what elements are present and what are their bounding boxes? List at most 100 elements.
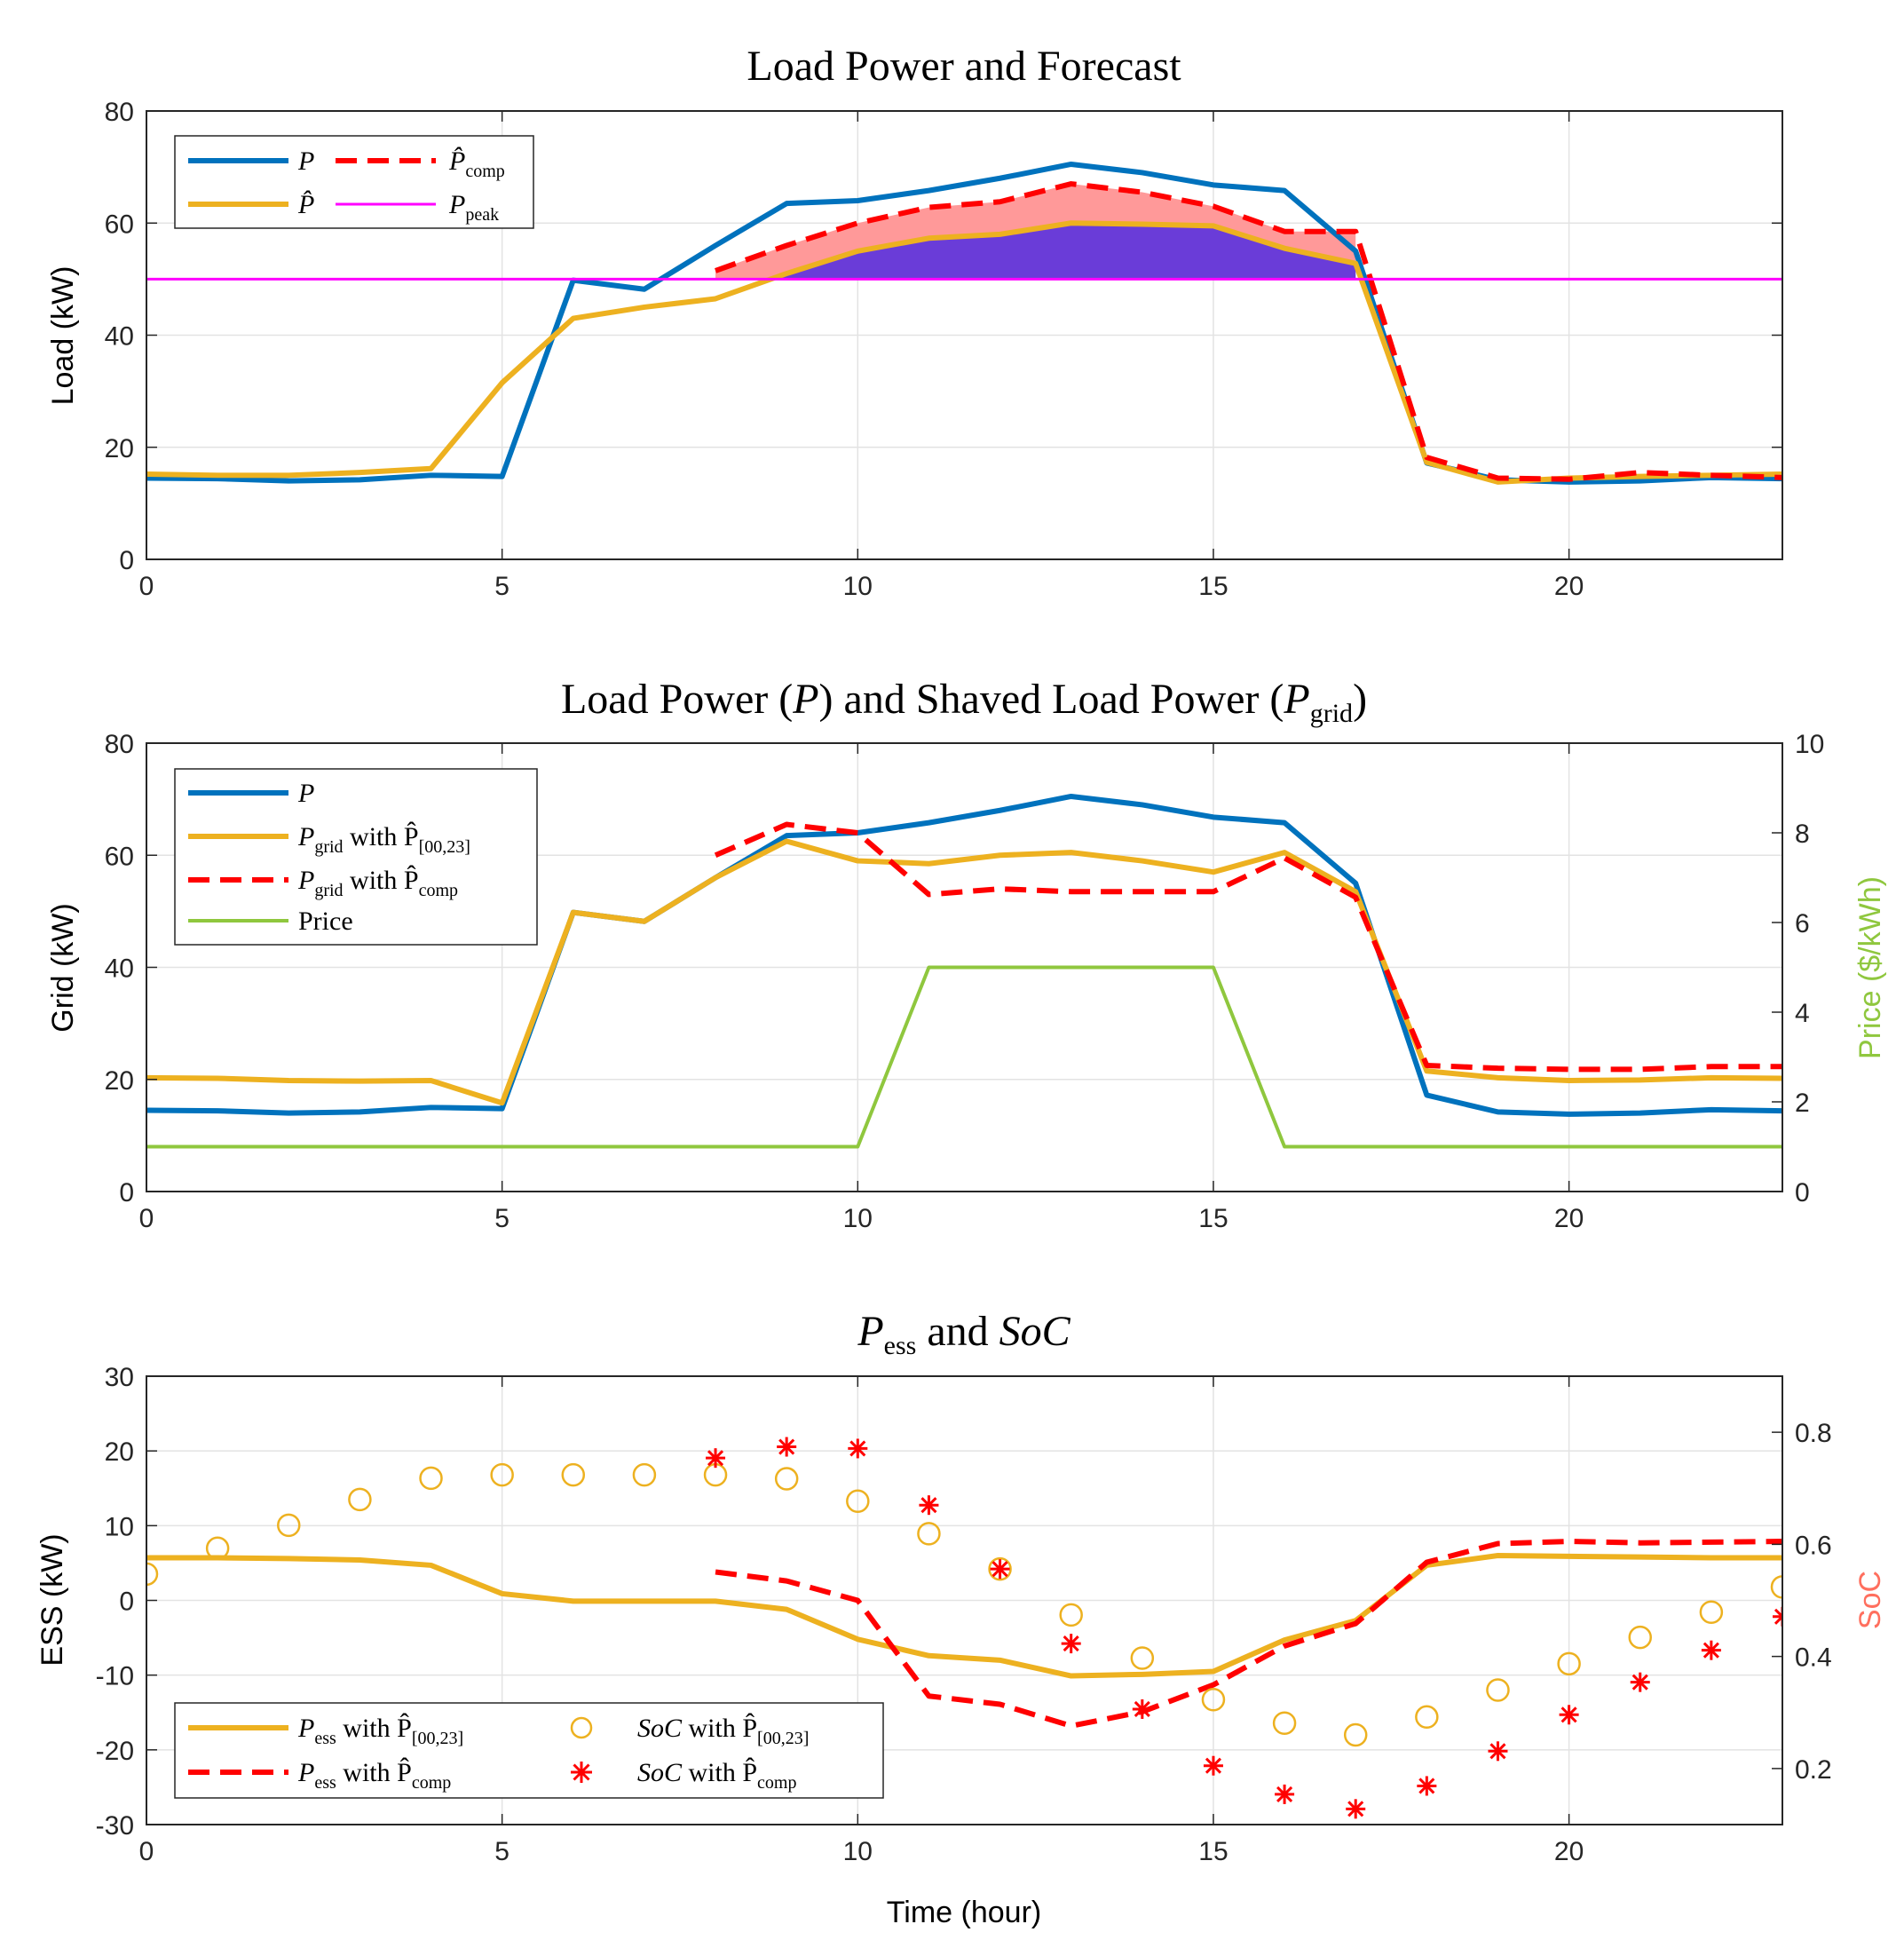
panel2-ytick-label-20: 20 [105,1066,134,1096]
panel3-series-soc-00-23-point [277,1513,301,1538]
panel3-ticks: 0 5 10 15 20 -30 -20 -10 0 10 20 30 0.2 0.4 0.6 0.8 [96,1363,1832,1866]
panel3-series-soc-comp-point [990,1559,1010,1580]
panel3-ytick-label--10: -10 [96,1662,134,1691]
panel3-xtick-label-15: 15 [1198,1837,1228,1866]
panel3-series-soc-comp-point [1488,1741,1508,1762]
panel3-series-soc-comp-point [1417,1776,1437,1796]
panel2-ylabel: Grid (kW) [46,903,80,1032]
panel3-ytick-label-10: 10 [105,1512,134,1541]
legend3-label-P-ess-00-23: Pess with P̂[00,23] [297,1713,463,1748]
panel3-series-soc-comp-point [1346,1799,1366,1819]
panel3-series-soc-00-23-point [1130,1646,1155,1670]
panel2-ytick-right-label-6: 6 [1795,909,1810,938]
panel3-xtick-label-0: 0 [139,1837,154,1866]
panel3-ytick-right-label-0.8: 0.8 [1795,1419,1832,1448]
legend-label-P-hat-comp: P̂comp [448,146,505,181]
panel1-xtick-label-5: 5 [494,572,510,601]
panel2-series-p-grid-00-23 [146,838,1782,1106]
panel1-ytick-label-80: 80 [105,98,134,127]
panel1-title: Load Power and Forecast [747,43,1181,90]
panel3-series-soc-00-23-point [1770,1575,1782,1599]
panel3-series-soc-comp-point [1773,1606,1782,1627]
panel3-series-soc-comp-point [1061,1634,1081,1654]
legend3-marker-soc-00-23 [570,1716,593,1739]
panel1-ytick-label-0: 0 [119,546,134,575]
panel2-xtick-label-5: 5 [494,1204,510,1233]
legend-label-P-peak: Ppeak [448,190,499,225]
panel2-ylabel-right: Price ($/kWh) [1853,876,1887,1059]
panel3-series-soc-00-23-point [1059,1603,1083,1627]
panel3-series-soc-00-23-point [917,1522,941,1546]
panel3-series-soc-00-23-point [561,1462,586,1487]
panel2-ytick-right-label-2: 2 [1795,1089,1810,1118]
panel3-series-soc-00-23-point [1699,1600,1724,1625]
panel2-legend-box [174,768,538,946]
panel2-ytick-right-label-4: 4 [1795,999,1810,1028]
panel3-ytick-label--20: -20 [96,1737,134,1766]
panel2-ytick-label-60: 60 [105,842,134,871]
panel1-shaded-areas [715,184,1356,280]
panel3-ytick-right-label-0.4: 0.4 [1795,1643,1832,1673]
panel3-series-p-ess-comp [715,1539,1782,1729]
panel3-series [146,1437,1782,1819]
panel3-ytick-label-20: 20 [105,1437,134,1467]
panel3-series-soc-00-23-point [1486,1678,1510,1702]
panel3-ytick-right-label-0.6: 0.6 [1795,1531,1832,1560]
panel3-series-soc-00-23-point [419,1466,443,1491]
panel-ess-soc: Pess and SoC 0 5 10 15 20 -30 -20 -10 0 10 20 30 0.2… [36,1308,1887,1929]
legend3-label-P-ess-comp: Pess with P̂comp [297,1757,451,1793]
panel2-ytick-label-40: 40 [105,954,134,984]
panel2-xtick-label-15: 15 [1198,1204,1228,1233]
panel2-legend: P Pgrid with P̂[00,23] Pgrid with P̂comp… [174,768,538,946]
panel3-series-soc-00-23-point [348,1487,372,1512]
legend2-label-P-grid-comp: Pgrid with P̂comp [297,865,458,900]
panel3-legend-box [174,1702,884,1799]
panel3-series-soc-comp-point [1275,1784,1295,1804]
legend-label-P: P [297,146,314,176]
legend3-label-soc-00-23: SoC with P̂[00,23] [637,1713,809,1748]
panel3-xtick-label-20: 20 [1554,1837,1584,1866]
panel2-series-price [146,965,1782,1149]
panel3-series-soc-00-23 [146,1462,1782,1747]
panel3-series-soc-00-23-point [1272,1711,1297,1735]
panel3-series-soc-comp-point [1701,1640,1721,1660]
panel3-ytick-right-label-0.2: 0.2 [1795,1755,1832,1785]
panel1-ytick-label-40: 40 [105,322,134,352]
legend3-label-soc-comp: SoC with P̂comp [637,1757,796,1793]
panel3-series-soc-00-23-point [632,1462,657,1487]
panel3-ytick-label-30: 30 [105,1363,134,1392]
panel1-series-p-hat-comp [715,181,1782,482]
panel3-ytick-label--30: -30 [96,1811,134,1841]
panel1-ticks: 0 5 10 15 20 0 20 40 60 80 [105,98,1782,601]
panel3-series-soc-00-23-point [146,1562,159,1587]
panel1-ytick-label-20: 20 [105,434,134,463]
panel2-ticks: 0 5 10 15 20 0 20 40 60 80 0 2 4 6 8 10 [105,730,1825,1233]
panel3-series-p-ess-00-23 [146,1553,1782,1679]
legend2-label-P-grid-00-23: Pgrid with P̂[00,23] [297,821,470,857]
panel1-legend: P P̂comp P̂ Ppeak [174,135,534,229]
panel-load-forecast: Load Power and Forecast 0 5 10 15 20 0 20 40 60 8… [46,43,1783,601]
panel3-series-soc-comp-point [848,1438,868,1459]
panel2-title: Load Power (P) and Shaved Load Power (Pg… [561,676,1367,728]
panel2-xtick-label-10: 10 [843,1204,873,1233]
panel2-series-p [146,793,1782,1117]
panel3-series-soc-comp-point [706,1448,726,1469]
panel1-series [146,161,1782,485]
panel2-ytick-right-label-8: 8 [1795,820,1810,849]
panel1-ylabel: Load (kW) [46,266,80,406]
panel1-series-p-hat [146,220,1782,485]
panel3-series-soc-00-23-point [1628,1625,1652,1650]
panel3-series-soc-00-23-point [1557,1651,1581,1676]
panel3-series-soc-comp-point [1559,1705,1579,1725]
panel3-xtick-label-10: 10 [843,1837,873,1866]
legend-label-P-hat: P̂ [297,190,314,219]
panel3-series-soc-00-23-point [1201,1687,1226,1712]
panel3-series-soc-00-23-point [1415,1705,1439,1730]
panel2-ytick-right-label-10: 10 [1795,730,1824,759]
panel3-grid [146,1376,1782,1825]
panel3-title: Pess and SoC [857,1308,1071,1360]
panel3-series-soc-comp-point [1203,1755,1223,1776]
panel2-xtick-label-0: 0 [139,1204,154,1233]
panel3-series-soc-comp-point [1630,1672,1650,1692]
